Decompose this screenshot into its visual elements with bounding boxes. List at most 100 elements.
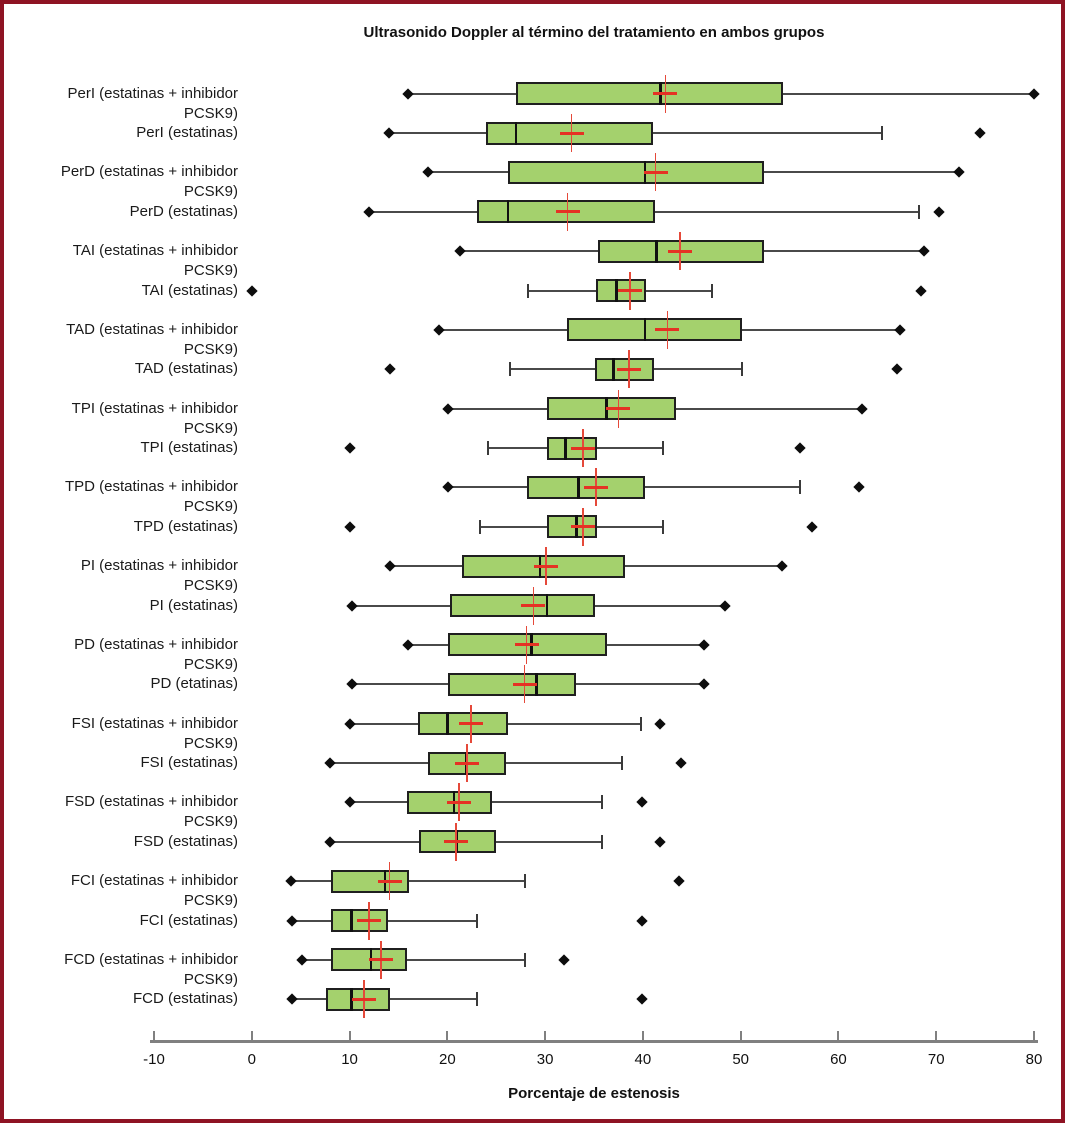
row-label-line1: FSD (estatinas) <box>133 832 238 850</box>
row-label-line1: FCD (estatinas) <box>132 990 238 1008</box>
row-label: FSI (estatinas) <box>4 753 238 773</box>
x-axis-tick-label: 10 <box>341 1051 358 1068</box>
whisker-cap-low <box>527 283 530 298</box>
x-axis-tick <box>1033 1031 1035 1043</box>
x-axis-tick-label: 60 <box>830 1051 847 1068</box>
mean-marker-horizontal <box>653 92 678 96</box>
mean-marker-horizontal <box>357 919 382 923</box>
boxplot-row <box>154 704 1034 743</box>
mean-marker-horizontal <box>668 249 693 253</box>
row-label-line1: FCI (estatinas + inhibidor <box>70 872 238 890</box>
iqr-box <box>515 82 783 106</box>
chart-title: Ultrasonido Doppler al término del trata… <box>363 24 825 41</box>
row-label: FCD (estatinas) <box>4 989 238 1009</box>
row-label-line1: FSD (estatinas + inhibidor <box>65 793 238 811</box>
row-label: PI (estatinas) <box>4 596 238 616</box>
x-axis-tick <box>250 1031 253 1043</box>
row-label: TAD (estatinas + inhibidor PCSK9) <box>4 320 238 360</box>
row-label: TPD (estatinas) <box>4 517 238 537</box>
whisker-cap-low <box>508 362 511 377</box>
x-axis-tick <box>641 1031 644 1043</box>
row-label: FCI (estatinas + inhibidor PCSK9) <box>4 871 238 911</box>
row-label: FSI (estatinas + inhibidor PCSK9) <box>4 714 238 754</box>
row-label-line1: PD (estatinas + inhibidor <box>74 635 238 653</box>
median-line <box>506 200 510 224</box>
boxplot-row <box>154 232 1034 271</box>
mean-marker-horizontal <box>458 722 483 726</box>
row-label-line1: TPI (estatinas + inhibidor <box>71 399 238 417</box>
row-label: TAI (estatinas + inhibidor PCSK9) <box>4 241 238 281</box>
whisker-cap-high <box>600 795 603 810</box>
median-line <box>612 357 615 381</box>
row-label: TPD (estatinas + inhibidor PCSK9) <box>4 477 238 517</box>
row-label: TPI (estatinas + inhibidor PCSK9) <box>4 399 238 439</box>
mean-marker-horizontal <box>454 761 479 765</box>
mean-marker-horizontal <box>655 328 680 332</box>
whisker-cap-high <box>740 362 743 377</box>
mean-marker-horizontal <box>571 525 596 529</box>
row-label: FCI (estatinas) <box>4 911 238 931</box>
x-axis-tick <box>348 1031 351 1043</box>
row-label-line1: PD (etatinas) <box>150 675 238 693</box>
row-label: TAI (estatinas) <box>4 281 238 301</box>
row-label-line1: FCI (estatinas) <box>139 911 238 929</box>
x-axis-tick <box>739 1031 742 1043</box>
x-axis-tick-label: 0 <box>247 1051 256 1068</box>
row-label-line1: PerI (estatinas) <box>136 124 238 142</box>
median-line <box>350 909 353 933</box>
row-label-line1: PerD (estatinas + inhibidor <box>60 163 238 181</box>
row-label-line1: PI (estatinas) <box>149 596 238 614</box>
boxplot-row <box>154 350 1034 389</box>
row-label-line2: PCSK9) <box>183 498 238 516</box>
boxplot-row <box>154 862 1034 901</box>
median-line <box>350 987 353 1011</box>
row-label-line2: PCSK9) <box>183 183 238 201</box>
row-label: PerD (estatinas) <box>4 202 238 222</box>
row-label-line1: FSI (estatinas) <box>140 754 238 772</box>
boxplot-row <box>154 665 1034 704</box>
row-label: TPI (estatinas) <box>4 438 238 458</box>
row-label-line2: PCSK9) <box>183 419 238 437</box>
row-label-line1: TAI (estatinas + inhibidor <box>72 242 238 260</box>
whisker-cap-high <box>600 834 603 849</box>
x-axis-line <box>150 1040 1038 1043</box>
row-label-line1: PerI (estatinas + inhibidor <box>67 84 238 102</box>
mean-marker-horizontal <box>618 289 643 293</box>
x-axis-label: Porcentaje de estenosis <box>508 1085 680 1102</box>
median-line <box>615 279 618 303</box>
whisker-cap-high <box>917 204 920 219</box>
whisker-cap-high <box>881 126 884 141</box>
boxplot-row <box>154 507 1034 546</box>
median-line <box>446 712 449 736</box>
whisker-cap-high <box>523 952 526 967</box>
row-label-line1: TAI (estatinas) <box>141 281 238 299</box>
whisker-cap-low <box>478 519 481 534</box>
row-label-line2: PCSK9) <box>183 104 238 122</box>
boxplot-row <box>154 743 1034 783</box>
row-label: TAD (estatinas) <box>4 359 238 379</box>
row-label-line1: PerD (estatinas) <box>129 202 238 220</box>
whisker-cap-high <box>475 992 478 1007</box>
median-line <box>545 594 549 618</box>
boxplot-row <box>154 940 1034 979</box>
mean-marker-horizontal <box>352 997 377 1001</box>
x-axis-tick-label: 80 <box>1025 1051 1043 1068</box>
x-axis-ticks: -10 0 10 20 30 40 50 60 70 80 <box>143 4 1042 1119</box>
mean-marker-horizontal <box>377 879 402 883</box>
mean-marker-horizontal <box>555 210 580 214</box>
row-label-line1: TAD (estatinas) <box>134 360 238 378</box>
mean-marker-horizontal <box>571 446 596 450</box>
iqr-box <box>507 160 765 184</box>
boxplot-row <box>154 428 1034 468</box>
mean-marker-horizontal <box>643 170 668 174</box>
boxplot-row <box>154 192 1034 231</box>
whisker-cap-low <box>487 441 490 456</box>
x-axis-tick <box>544 1031 547 1043</box>
row-labels: PerI (estatinas + inhibidor PCSK9) PerI (e… <box>4 74 244 1019</box>
row-label-line2: PCSK9) <box>183 340 238 358</box>
x-axis-tick-label: 40 <box>634 1051 652 1068</box>
mean-marker-horizontal <box>447 800 472 804</box>
boxplot-row <box>154 113 1034 153</box>
whisker-cap-high <box>639 716 642 731</box>
mean-marker-horizontal <box>606 407 631 411</box>
